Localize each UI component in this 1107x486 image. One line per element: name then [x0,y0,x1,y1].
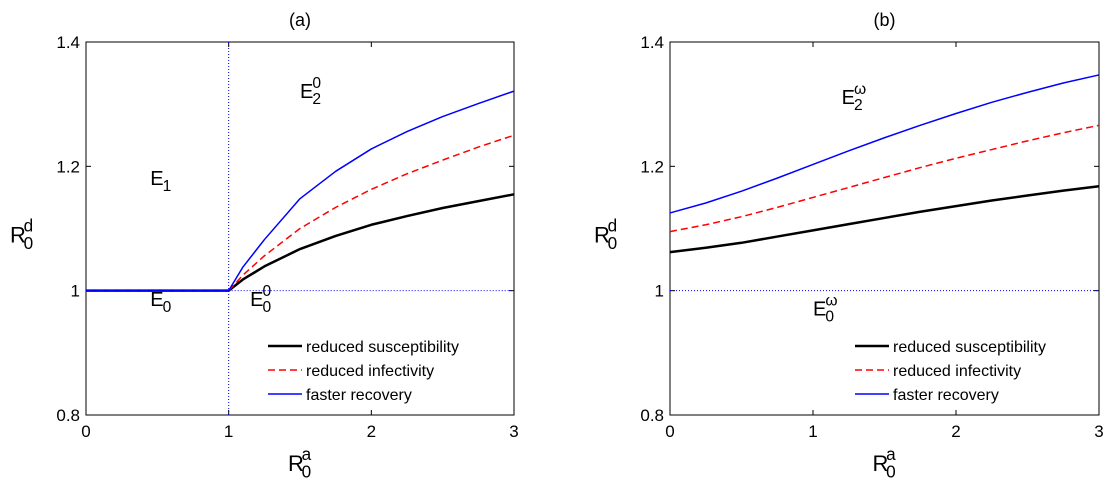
legend-label: reduced infectivity [306,363,434,380]
region-label-E1-sub: 1 [163,178,172,195]
legend-label: faster recovery [306,387,412,404]
region-label-E0-main: E [150,289,163,311]
region-label-E0-0-sup: 0 [262,283,271,300]
x-axis-label: Ra0 [873,444,897,482]
y-axis-label-sup: d [608,216,618,236]
region-label-E2-ω-sub: 2 [854,97,863,114]
y-axis-label-sub: 0 [24,233,34,253]
y-tick-label: 0.8 [640,406,664,425]
y-tick-label: 1 [655,282,664,301]
y-axis-label-sub: 0 [608,233,618,253]
series-line-faster-recovery [669,74,1100,214]
region-label-E1-main: E [150,168,163,190]
y-tick-label: 1 [71,282,80,301]
x-axis-label: Ra0 [288,444,312,482]
x-axis-label-sub: 0 [886,462,896,482]
series-line-faster-recovery [86,90,515,292]
region-label-E2-0-sub: 2 [312,91,321,108]
axes-box [669,41,1100,416]
region-label-E2-0: E 02 [300,75,321,108]
y-axis-label-main: R [10,223,26,248]
region-label-E2-0-sup: 0 [312,75,321,92]
chart-title: (a) [289,10,311,30]
y-axis-label-main: R [594,223,610,248]
y-tick-label: 1.2 [640,157,664,176]
region-label-E2-ω-main: E [842,87,855,109]
x-tick-label: 2 [951,422,960,441]
series-line-reduced-susceptibility [669,184,1100,254]
region-label-E0-sub: 0 [163,299,172,316]
x-tick-label: 2 [367,422,376,441]
y-axis-label: Rd0 [10,216,33,254]
region-label-E0-ω-sub: 0 [825,309,834,326]
x-axis-label-sub: 0 [302,462,312,482]
x-axis-label-sup: a [886,444,896,464]
series-line-reduced-infectivity [86,134,515,292]
series-line-reduced-infectivity [669,124,1100,233]
region-label-E0-ω-sup: ω [825,293,837,310]
y-tick-label: 1.4 [56,33,80,52]
y-axis-label: Rd0 [594,216,617,254]
legend-label: reduced susceptibility [893,339,1046,356]
region-label-E0-ω-main: E [813,299,826,321]
legend-label: reduced susceptibility [306,339,459,356]
legend-label: faster recovery [893,387,999,404]
legend-label: reduced infectivity [893,363,1021,380]
x-axis-label-main: R [873,451,889,476]
series-line-reduced-susceptibility [86,193,515,292]
y-tick-label: 0.8 [56,406,80,425]
region-label-E2-ω-sup: ω [854,81,866,98]
x-tick-label: 1 [224,422,233,441]
region-label-E0-0: E 00 [250,283,271,316]
chart-title: (b) [874,10,896,30]
x-tick-label: 3 [1094,422,1103,441]
axes-box [85,41,515,416]
region-label-E2-0-main: E [300,81,313,103]
x-tick-label: 3 [509,422,518,441]
x-axis-label-main: R [288,451,304,476]
y-tick-label: 1.4 [640,33,664,52]
region-label-E0-0-sub: 0 [262,299,271,316]
x-tick-label: 0 [665,422,674,441]
x-tick-label: 0 [81,422,90,441]
x-tick-label: 1 [808,422,817,441]
x-axis-label-sup: a [302,444,312,464]
y-tick-label: 1.2 [56,157,80,176]
y-axis-label-sup: d [24,216,34,236]
region-label-E0-0-main: E [250,289,263,311]
